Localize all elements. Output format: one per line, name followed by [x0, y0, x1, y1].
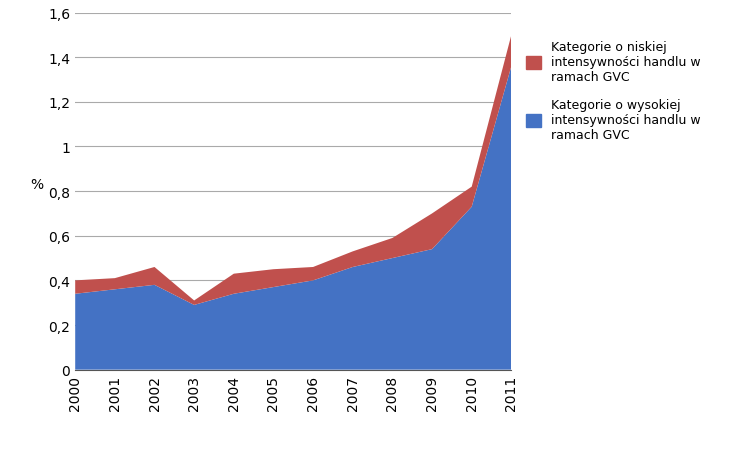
Y-axis label: %: %	[31, 178, 44, 192]
Legend: Kategorie o niskiej
intensywności handlu w
ramach GVC, Kategorie o wysokiej
inte: Kategorie o niskiej intensywności handlu…	[522, 37, 704, 146]
